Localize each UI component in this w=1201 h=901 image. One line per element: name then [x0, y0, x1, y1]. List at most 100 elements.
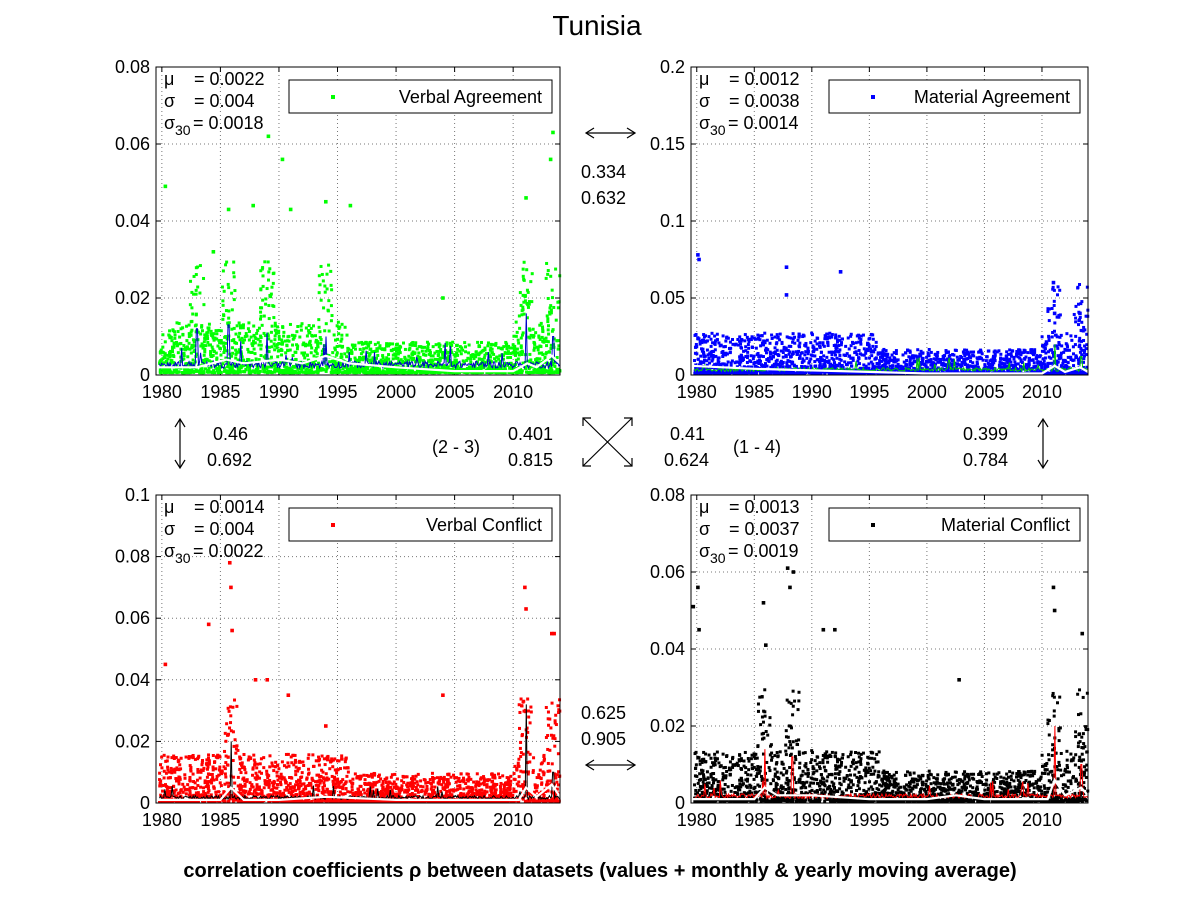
data-point	[822, 344, 826, 348]
yearly-average-line	[690, 364, 1089, 375]
data-point	[527, 300, 531, 304]
data-point	[972, 350, 976, 354]
data-point	[402, 341, 406, 345]
data-point	[429, 359, 433, 363]
data-point	[528, 352, 532, 356]
data-point	[211, 336, 215, 340]
x-tick-label: 1995	[849, 382, 889, 402]
data-point	[492, 352, 496, 356]
y-tick-label: 0	[675, 365, 685, 385]
data-point	[980, 352, 984, 356]
data-point	[920, 361, 924, 365]
data-point	[745, 356, 749, 360]
data-point	[955, 368, 959, 372]
data-point	[492, 365, 496, 369]
data-point	[719, 364, 723, 368]
data-point	[419, 371, 423, 375]
data-point	[1034, 364, 1038, 368]
data-point	[907, 368, 911, 372]
data-point	[251, 344, 255, 348]
data-point	[165, 759, 169, 763]
data-point	[426, 345, 430, 349]
data-point	[324, 322, 328, 326]
data-point	[472, 357, 476, 361]
data-point	[951, 366, 955, 370]
data-point	[189, 351, 193, 355]
data-point	[449, 344, 453, 348]
data-point	[308, 371, 312, 375]
data-point	[782, 347, 786, 351]
data-point	[730, 359, 734, 363]
data-point	[536, 348, 540, 352]
data-point	[737, 361, 741, 365]
x-tick-label: 1990	[259, 382, 299, 402]
data-point	[224, 309, 228, 313]
data-point	[196, 285, 200, 289]
data-point	[218, 781, 222, 785]
data-point	[207, 366, 211, 370]
data-point	[1011, 349, 1015, 353]
data-point	[553, 370, 557, 374]
data-point	[262, 331, 266, 335]
data-point	[289, 371, 293, 375]
data-point	[756, 351, 760, 355]
data-point	[869, 347, 873, 351]
data-point	[1074, 334, 1078, 338]
data-point	[1057, 356, 1061, 360]
data-point	[815, 342, 819, 346]
data-point	[266, 334, 270, 338]
data-point	[238, 331, 242, 335]
data-point	[207, 322, 211, 326]
data-point	[201, 371, 205, 375]
data-point	[924, 364, 928, 368]
data-point	[556, 306, 560, 310]
data-point	[315, 352, 319, 356]
data-point	[815, 347, 819, 351]
data-point	[417, 351, 421, 355]
data-point	[747, 346, 751, 350]
data-point	[697, 337, 701, 341]
data-point	[819, 350, 823, 354]
data-point	[253, 761, 257, 765]
data-point	[746, 350, 750, 354]
data-point	[419, 345, 423, 349]
data-point	[212, 369, 216, 373]
data-point	[486, 367, 490, 371]
data-point	[875, 365, 879, 369]
data-point	[298, 335, 302, 339]
data-point	[194, 266, 198, 270]
data-point	[1056, 285, 1060, 289]
data-point	[397, 348, 401, 352]
data-point	[323, 784, 327, 788]
data-point	[234, 356, 238, 360]
data-point	[1005, 350, 1009, 354]
data-point	[835, 371, 839, 375]
data-point	[237, 335, 241, 339]
data-point	[1045, 341, 1049, 345]
data-point	[230, 346, 234, 350]
data-point	[514, 320, 518, 324]
data-point	[517, 314, 521, 318]
data-point	[283, 365, 287, 369]
data-point	[288, 348, 292, 352]
data-point	[349, 369, 353, 373]
data-point	[428, 370, 432, 374]
data-point	[756, 333, 760, 337]
data-point	[312, 370, 316, 374]
data-point	[327, 353, 331, 357]
data-point-outlier	[1078, 311, 1082, 316]
data-point	[396, 346, 400, 350]
data-point	[735, 365, 739, 369]
data-point	[340, 345, 344, 349]
data-point	[1058, 335, 1062, 339]
data-point	[763, 331, 767, 335]
data-point	[321, 785, 325, 789]
data-point	[549, 371, 553, 375]
data-point	[865, 347, 869, 351]
data-point	[213, 799, 217, 803]
data-point	[1071, 345, 1075, 349]
data-point	[738, 339, 742, 343]
data-point	[222, 289, 226, 293]
data-point	[542, 337, 546, 341]
